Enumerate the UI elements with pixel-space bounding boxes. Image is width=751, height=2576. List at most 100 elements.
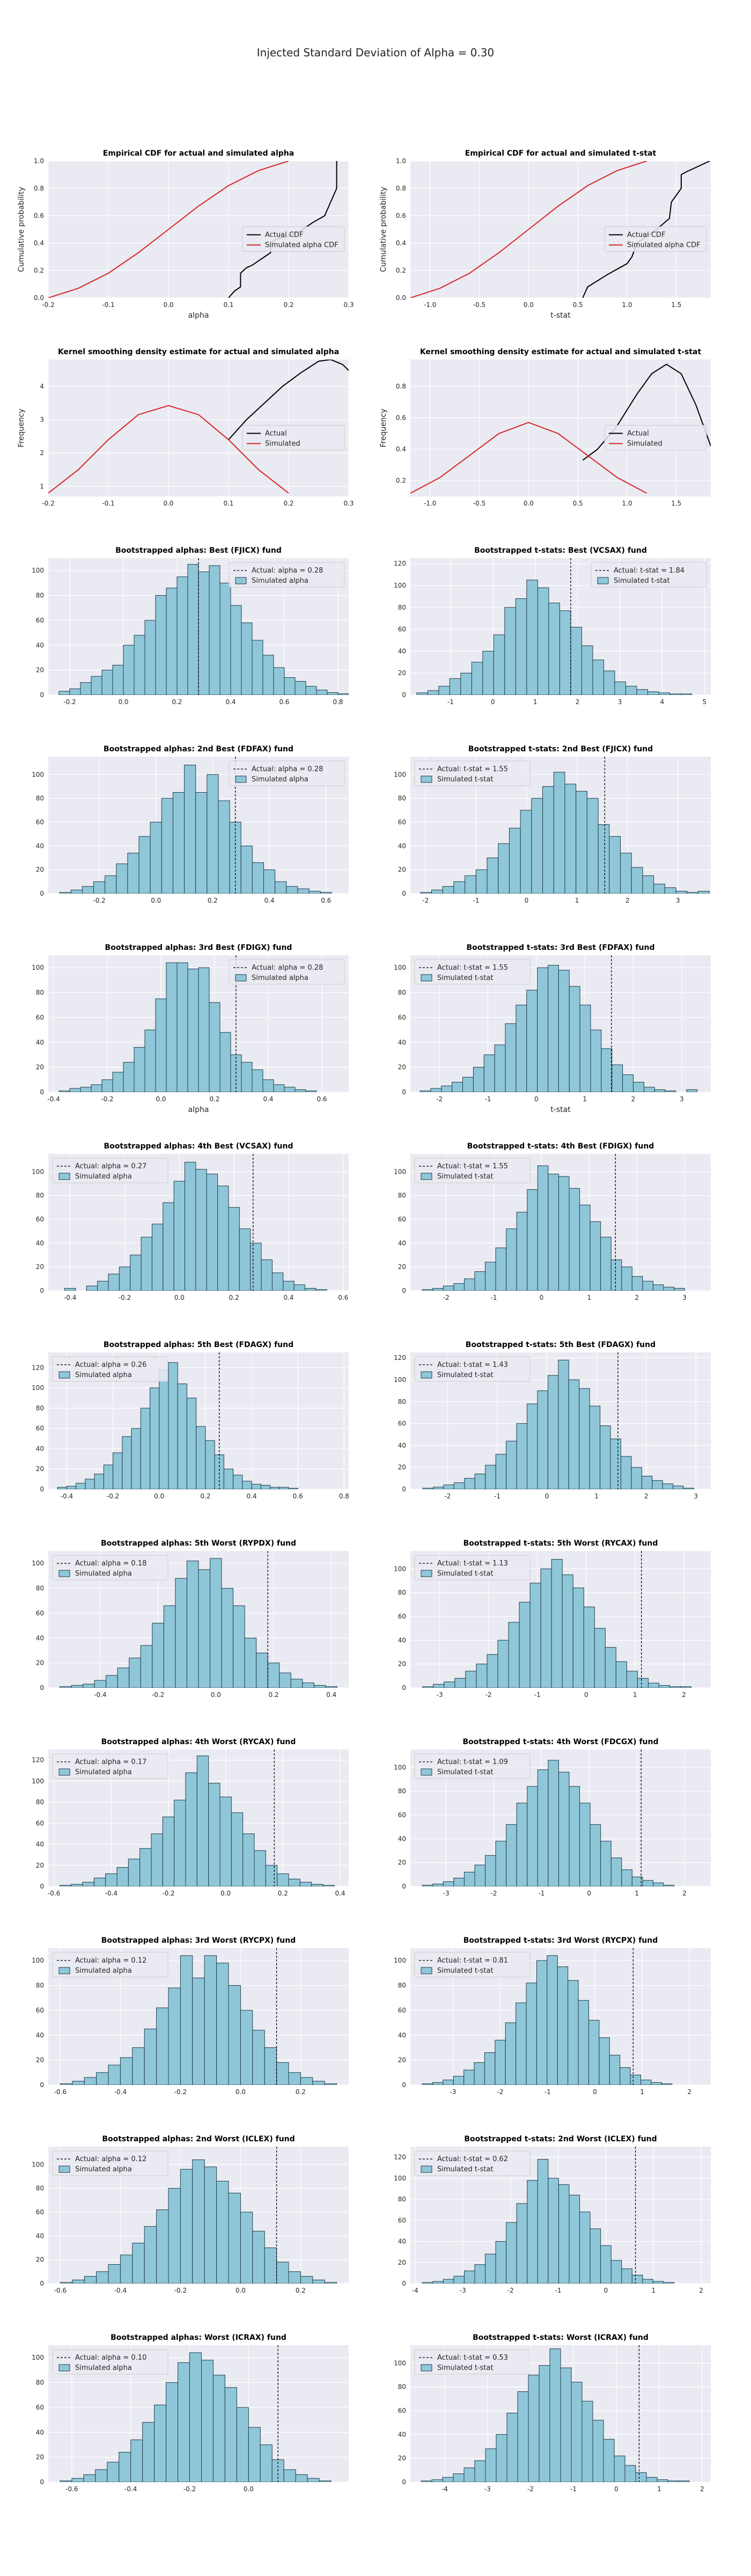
histogram-bar — [91, 676, 102, 695]
y-tick-label: 4 — [40, 383, 44, 390]
chart-title: Bootstrapped t-stats: 3rd Best (FDFAX) f… — [467, 943, 655, 952]
x-tick-label: -0.2 — [152, 1691, 164, 1699]
legend-label: Actual: alpha = 0.12 — [75, 1957, 146, 1965]
histogram-bar — [254, 1850, 266, 1886]
histogram-bar — [242, 1481, 252, 1489]
histogram-bar — [208, 1783, 220, 1886]
histogram-bar — [139, 1848, 152, 1886]
legend: Actual: t-stat = 1.09 Simulated t-stat — [414, 1753, 531, 1779]
histogram-bar — [163, 1202, 174, 1291]
histogram-bar — [471, 662, 483, 695]
y-tick-label: 80 — [36, 1192, 44, 1199]
x-tick-label: -4 — [412, 2287, 418, 2294]
histogram-bar — [519, 1601, 531, 1688]
histogram-bar — [69, 1088, 81, 1092]
y-tick-label: 20 — [398, 2455, 406, 2462]
histogram-bar — [108, 2065, 121, 2085]
histogram-bar — [276, 2062, 289, 2085]
y-tick-label: 0 — [402, 1883, 406, 1890]
histogram-bar — [441, 1085, 453, 1092]
histogram-bar — [140, 1408, 151, 1489]
histogram-bar — [302, 1682, 314, 1688]
histogram-bar — [161, 798, 173, 894]
histogram-bar — [537, 1769, 549, 1886]
x-tick-label: -1 — [570, 2485, 577, 2493]
histogram-bar — [176, 576, 188, 695]
legend-swatch — [235, 974, 247, 982]
y-tick-label: 80 — [36, 2379, 44, 2387]
y-tick-label: 0 — [40, 691, 44, 699]
histogram-bar — [612, 1064, 623, 1092]
y-tick-label: 20 — [398, 669, 406, 677]
histogram-bar — [159, 1369, 169, 1489]
x-tick-label: -0.2 — [42, 500, 54, 507]
histogram-bar — [416, 692, 428, 695]
histogram-bar — [101, 670, 113, 695]
histogram-bar — [642, 1880, 653, 1886]
x-tick-label: 1 — [594, 1492, 599, 1500]
histogram-bar — [443, 2279, 454, 2284]
histogram-bar — [432, 1884, 444, 1886]
histogram-bar — [453, 1283, 465, 1291]
y-tick-label: 0.8 — [396, 383, 406, 390]
histogram-bar — [568, 1980, 579, 2085]
histogram-bar — [443, 1881, 454, 1886]
legend-label: Actual — [627, 430, 649, 438]
histogram-bar — [631, 1276, 643, 1291]
histogram-bar — [609, 2054, 621, 2085]
histogram-bar — [142, 2422, 155, 2482]
histogram-bar — [493, 634, 505, 695]
x-tick-label: 0 — [614, 2485, 619, 2493]
legend-swatch — [58, 1967, 70, 1974]
histogram-bar — [260, 1484, 271, 1489]
histogram-bar — [293, 1284, 306, 1291]
x-tick-label: -0.6 — [54, 2088, 67, 2096]
x-tick-label: 1 — [575, 897, 579, 904]
y-tick-label: 20 — [36, 2256, 44, 2264]
chart-title: Bootstrapped t-stats: 2nd Best (FJICX) f… — [468, 745, 653, 753]
histogram-bar — [422, 1885, 433, 1886]
x-tick-label: 0.2 — [278, 1890, 288, 1897]
histogram-bar — [549, 2348, 561, 2482]
histogram-bar — [520, 810, 532, 894]
x-tick-label: 0.6 — [279, 698, 289, 706]
histogram-bar — [421, 2480, 432, 2482]
x-tick-label: 0.8 — [339, 1492, 349, 1500]
legend-box — [52, 1753, 168, 1779]
x-tick-label: -2 — [444, 1492, 451, 1500]
histogram-bar — [474, 2264, 486, 2284]
histogram-bar — [168, 1987, 181, 2085]
histogram-bar — [569, 986, 580, 1092]
histogram-bar — [527, 1786, 538, 1886]
histogram-bar — [66, 1485, 77, 1489]
histogram-bar — [251, 1484, 261, 1489]
y-tick-label: 120 — [32, 1757, 44, 1764]
histogram-bar — [59, 1885, 72, 1886]
legend-label: Actual: t-stat = 1.55 — [437, 765, 508, 773]
plot-area — [60, 2345, 332, 2482]
histogram-bar — [432, 2281, 444, 2284]
plot-area — [422, 1154, 685, 1291]
histogram-bar — [120, 2057, 133, 2085]
series-line — [48, 161, 289, 298]
histogram-bar — [537, 2159, 549, 2284]
histogram-bar — [646, 2477, 658, 2482]
legend-box — [52, 2349, 168, 2375]
x-tick-label: -0.1 — [102, 500, 114, 507]
histogram-bar — [168, 1362, 178, 1489]
y-tick-label: 40 — [398, 1038, 406, 1046]
legend-label: Simulated alpha — [75, 1371, 132, 1379]
plot-area — [60, 2147, 337, 2284]
y-tick-label: 100 — [32, 567, 44, 574]
x-tick-label: 0 — [491, 698, 495, 706]
y-tick-label: 0 — [402, 1684, 406, 1692]
legend-label: Actual: t-stat = 0.62 — [437, 2155, 508, 2163]
histogram-bar — [290, 1679, 303, 1688]
legend-label: Simulated t-stat — [437, 1967, 494, 1975]
histogram-bar — [270, 1487, 280, 1489]
histogram-bar — [652, 2281, 664, 2284]
histogram-bar — [463, 2467, 475, 2482]
y-tick-label: 60 — [36, 617, 44, 624]
legend-label: Actual: t-stat = 1.43 — [437, 1361, 508, 1369]
legend-swatch — [58, 1173, 70, 1180]
